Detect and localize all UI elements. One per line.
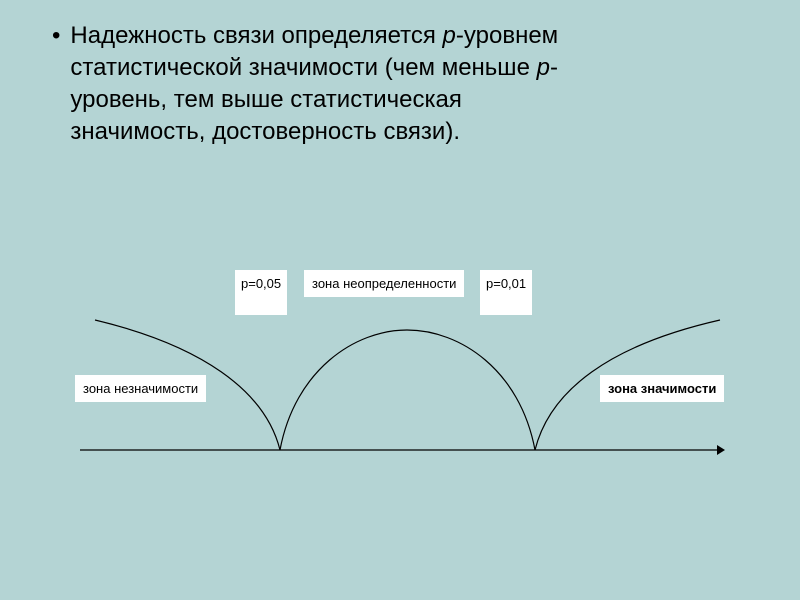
curve-mid-r — [407, 330, 535, 450]
text-frag: - — [550, 54, 558, 81]
text-italic-p: р — [443, 22, 456, 49]
curve-right — [535, 320, 720, 450]
text-frag: уровень, тем выше статистическая — [70, 86, 461, 113]
curves-svg — [80, 260, 740, 510]
text-frag: -уровнем — [456, 22, 558, 49]
bullet-dot: • — [52, 20, 60, 52]
curve-group — [80, 320, 725, 455]
text-italic-p: р — [537, 54, 550, 81]
bullet-text: Надежность связи определяется р-уровнем … — [70, 20, 558, 148]
text-frag: Надежность связи определяется — [70, 22, 442, 49]
bullet-row: • Надежность связи определяется р-уровне… — [52, 20, 760, 148]
axis-arrowhead — [717, 445, 725, 455]
curve-mid-l — [280, 330, 407, 450]
curve-left — [95, 320, 280, 450]
bullet-paragraph: • Надежность связи определяется р-уровне… — [52, 20, 760, 148]
text-frag: значимость, достоверность связи). — [70, 118, 460, 145]
significance-diagram: p=0,05 зона неопределенности p=0,01 зона… — [80, 260, 740, 510]
text-frag: статистической значимости (чем меньше — [70, 54, 536, 81]
